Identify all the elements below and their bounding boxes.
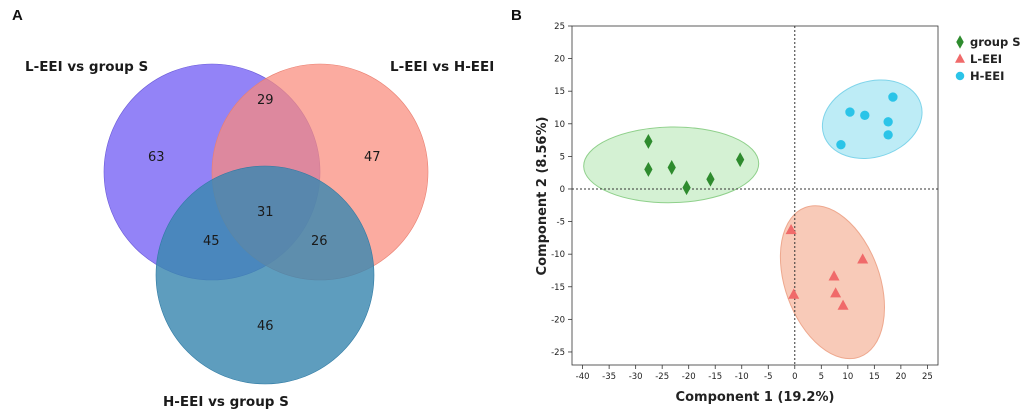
y-tick-label: -20 xyxy=(551,315,565,325)
point-h-eei xyxy=(888,92,898,102)
panel-letter-b: B xyxy=(511,7,522,24)
venn-count-set1-set3: 45 xyxy=(203,234,220,249)
data-points xyxy=(644,92,898,310)
venn-set-label-2: L-EEI vs H-EEI xyxy=(390,59,494,75)
venn-count-set1-set2: 29 xyxy=(257,93,274,108)
point-l-eei xyxy=(788,288,800,299)
y-tick-label: 25 xyxy=(554,22,565,32)
y-tick-label: -15 xyxy=(551,283,565,293)
point-l-eei xyxy=(785,224,797,235)
venn-circle-h-eei-vs-group-s xyxy=(155,165,375,385)
x-tick-label: 5 xyxy=(819,372,824,382)
point-group-s xyxy=(667,160,676,175)
y-tick-label: 0 xyxy=(560,185,565,195)
confidence-ellipses xyxy=(583,79,923,360)
venn-panel: A L-EEI vs group S L-EEI vs H-EEI H-EEI … xyxy=(12,7,494,409)
point-h-eei xyxy=(883,117,893,127)
x-tick-label: 0 xyxy=(792,372,797,382)
ellipse-l-eei xyxy=(779,205,885,360)
x-tick-label: 20 xyxy=(895,372,906,382)
y-tick-label: 20 xyxy=(554,55,565,65)
point-l-eei xyxy=(837,299,849,310)
x-axis-title: Component 1 (19.2%) xyxy=(676,390,835,405)
ellipse-h-eei xyxy=(821,79,923,159)
x-tick-label: -35 xyxy=(602,372,616,382)
y-tick-label: -5 xyxy=(557,218,565,228)
venn-count-only-set1: 63 xyxy=(148,150,165,165)
legend-label-h-eei: H-EEI xyxy=(970,69,1004,83)
legend-marker-h-eei xyxy=(955,71,965,81)
legend-label-group-s: group S xyxy=(970,35,1021,49)
x-tick-label: -25 xyxy=(655,372,669,382)
point-group-s xyxy=(644,133,653,149)
reference-lines xyxy=(572,26,938,365)
point-l-eei xyxy=(830,287,842,298)
point-h-eei xyxy=(883,130,893,140)
x-tick-label: -10 xyxy=(735,372,749,382)
legend-marker-group-s xyxy=(956,35,964,49)
point-h-eei xyxy=(836,139,846,150)
panel-letter-a: A xyxy=(12,7,23,24)
x-tick-label: -5 xyxy=(764,372,772,382)
venn-count-all-three: 31 xyxy=(257,205,274,220)
point-l-eei xyxy=(828,270,840,281)
point-group-s xyxy=(644,161,653,177)
y-tick-label: 5 xyxy=(560,152,565,162)
x-tick-label: 25 xyxy=(922,372,933,382)
venn-set-label-3: H-EEI vs group S xyxy=(163,394,289,409)
point-h-eei xyxy=(860,110,870,120)
y-tick-label: 15 xyxy=(554,87,565,97)
point-group-s xyxy=(706,171,715,187)
y-tick-label: -25 xyxy=(551,348,565,358)
point-h-eei xyxy=(845,107,855,117)
venn-count-only-set3: 46 xyxy=(257,319,274,334)
point-group-s xyxy=(736,152,745,168)
venn-set-label-1: L-EEI vs group S xyxy=(25,59,148,75)
y-axis-title: Component 2 (8.56%) xyxy=(535,117,550,276)
legend-marker-l-eei xyxy=(955,53,965,63)
x-tick-label: -15 xyxy=(708,372,722,382)
venn-count-only-set2: 47 xyxy=(364,150,381,165)
y-tick-label: 10 xyxy=(554,120,565,130)
x-tick-label: -20 xyxy=(682,372,696,382)
x-tick-label: -30 xyxy=(629,372,643,382)
point-l-eei xyxy=(857,253,869,264)
x-tick-label: -40 xyxy=(576,372,590,382)
scatter-panel: B -40 -35 -30 -25 -20 -15 -10 -5 0 5 10 15 20 25 25 20… xyxy=(511,7,1021,405)
y-tick-label: -10 xyxy=(551,250,565,260)
point-group-s xyxy=(682,180,691,196)
x-tick-label: 15 xyxy=(869,372,880,382)
x-axis-ticks: -40 -35 -30 -25 -20 -15 -10 -5 0 5 10 15 20 25 xyxy=(576,365,933,382)
x-tick-label: 10 xyxy=(842,372,853,382)
legend: group S L-EEI H-EEI xyxy=(955,35,1021,83)
venn-count-set2-set3: 26 xyxy=(311,234,328,249)
legend-label-l-eei: L-EEI xyxy=(970,52,1002,66)
y-axis-ticks: 25 20 15 10 5 0 -5 -10 -15 -20 -25 xyxy=(551,22,572,358)
